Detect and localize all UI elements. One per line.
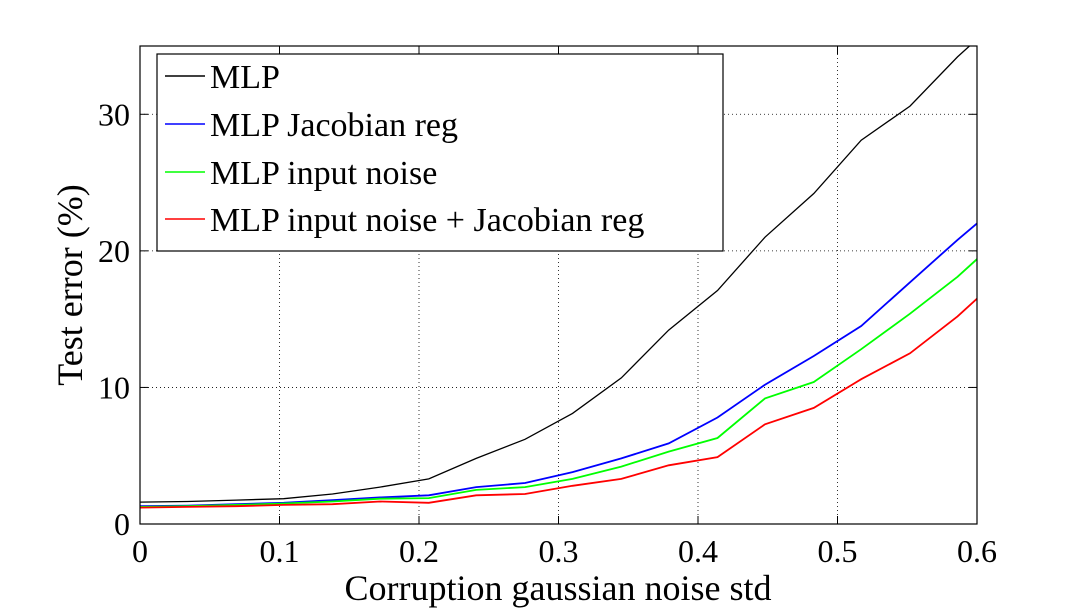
x-tick-label: 0.4	[678, 533, 718, 569]
legend-label-mlp: MLP	[210, 59, 280, 96]
x-tick-label: 0.5	[818, 533, 858, 569]
x-tick-label: 0.2	[399, 533, 439, 569]
legend-label-jacobian: MLP Jacobian reg	[210, 107, 458, 144]
legend-label-input-noise: MLP input noise	[210, 155, 437, 192]
axis-ticks	[139, 46, 978, 525]
x-tick-label: 0.3	[539, 533, 579, 569]
series-line-mlp-input-noise	[140, 258, 977, 508]
legend: MLP MLP Jacobian reg MLP input noise MLP…	[156, 53, 724, 252]
legend-label-input-noise-jacobian: MLP input noise + Jacobian reg	[210, 202, 644, 239]
x-tick-label: 0.6	[957, 533, 997, 569]
y-tick-label: 10	[98, 369, 130, 405]
series-line-mlp-input-noise-jacobian-reg	[140, 298, 977, 509]
y-tick-label: 0	[114, 506, 130, 542]
y-tick-label: 20	[98, 233, 130, 269]
y-axis-label: Test error (%)	[50, 184, 90, 385]
legend-box	[156, 53, 724, 252]
tick-labels: 0 0.1 0.2 0.3 0.4 0.5 0.6 0 10 20 30	[98, 96, 997, 569]
series-lines	[140, 46, 977, 509]
series-line-mlp	[140, 46, 971, 503]
x-axis-label: Corruption gaussian noise std	[345, 568, 772, 608]
y-tick-label: 30	[98, 96, 130, 132]
x-tick-label: 0	[132, 533, 148, 569]
x-tick-label: 0.1	[260, 533, 300, 569]
